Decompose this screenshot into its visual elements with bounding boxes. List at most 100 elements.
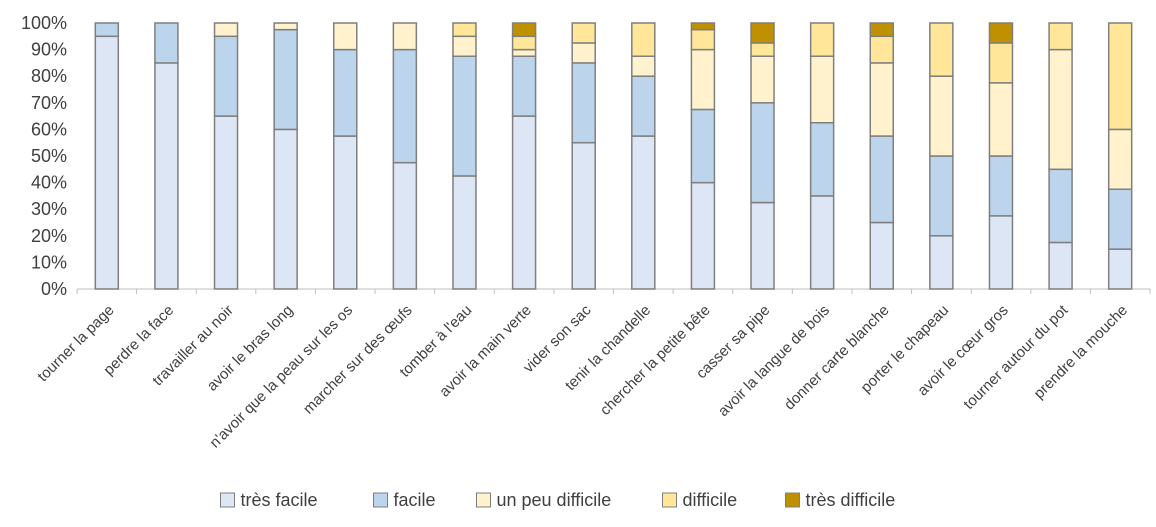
bar-segment xyxy=(869,62,894,137)
bar-segment xyxy=(631,75,656,137)
bar-segment xyxy=(929,75,954,157)
y-tick-label: 100% xyxy=(21,13,67,33)
bar-segment xyxy=(1048,241,1073,290)
y-tick-label: 90% xyxy=(31,40,67,60)
bar-segment xyxy=(690,181,716,290)
bar-segment xyxy=(154,22,179,64)
bar-segment xyxy=(690,108,716,184)
bar-segment xyxy=(1048,168,1073,244)
bar-segment xyxy=(571,22,596,44)
bar-segment xyxy=(273,28,298,131)
bar-segment xyxy=(988,22,1014,44)
legend-label: difficile xyxy=(683,490,738,510)
bar-segment xyxy=(750,102,775,204)
y-tick-label: 30% xyxy=(31,199,67,219)
bar-segment xyxy=(809,55,835,124)
legend-swatch xyxy=(476,492,491,508)
category-label: donner carte blanche xyxy=(781,302,893,414)
bar-segment xyxy=(452,175,477,290)
bar-segment xyxy=(1107,248,1133,290)
bar-segment xyxy=(1107,188,1133,250)
bar-segment xyxy=(333,48,358,137)
bar-segment xyxy=(94,22,120,38)
legend-label: très facile xyxy=(241,490,318,510)
bar-segment xyxy=(213,22,239,38)
bar-segment xyxy=(750,55,775,104)
legend-swatch xyxy=(220,492,235,508)
legend-label: très difficile xyxy=(806,490,896,510)
bar-segment xyxy=(869,135,894,224)
bar-segment xyxy=(631,135,656,290)
bar-segment xyxy=(94,35,120,290)
bar-segment xyxy=(809,195,835,290)
axis-layer: 0% 10% 20% 30% 40% 50% 60% 70% 80% 90% 100% xyxy=(21,13,1151,299)
bar-segment xyxy=(1107,128,1133,190)
bar-segment xyxy=(631,22,656,57)
bar-segment xyxy=(750,201,775,290)
y-tick-label: 60% xyxy=(31,119,67,139)
bar-layer xyxy=(94,22,1133,290)
y-tick-label: 20% xyxy=(31,226,67,246)
bar-segment xyxy=(333,135,358,290)
bar-segment xyxy=(511,55,537,117)
bar-segment xyxy=(988,215,1014,290)
legend-label: facile xyxy=(394,490,436,510)
bar-segment xyxy=(869,221,894,290)
category-label: chercher la petite bête xyxy=(597,302,714,419)
bar-segment xyxy=(213,35,239,117)
bar-segment xyxy=(690,22,716,31)
bar-segment xyxy=(154,62,179,290)
legend-swatch xyxy=(373,492,388,508)
bar-segment xyxy=(809,122,835,197)
category-label: marcher sur des œufs xyxy=(300,302,416,418)
bar-segment xyxy=(452,35,477,57)
bar-segment xyxy=(690,48,716,111)
bar-segment xyxy=(929,235,954,290)
legend-label: un peu difficile xyxy=(497,490,612,510)
bar-segment xyxy=(273,128,298,290)
legend: très facile facile un peu difficile diffici… xyxy=(220,490,896,510)
bar-segment xyxy=(571,141,596,290)
bar-segment xyxy=(511,115,537,290)
bar-segment xyxy=(750,42,775,58)
bar-segment xyxy=(392,22,418,51)
y-tick-label: 10% xyxy=(31,252,67,272)
bar-segment xyxy=(988,82,1014,157)
category-label: tourner autour du pot xyxy=(960,301,1072,413)
bar-segment xyxy=(1107,22,1133,131)
bar-segment xyxy=(213,115,239,290)
bar-segment xyxy=(511,35,537,51)
bar-segment xyxy=(690,28,716,51)
bar-segment xyxy=(929,155,954,237)
bar-segment xyxy=(571,62,596,144)
bar-segment xyxy=(869,35,894,64)
y-tick-label: 0% xyxy=(41,279,67,299)
bar-segment xyxy=(988,42,1014,84)
bar-segment xyxy=(1048,22,1073,51)
bar-segment xyxy=(988,155,1014,217)
bar-segment xyxy=(1048,48,1073,171)
bar-segment xyxy=(452,55,477,177)
bar-segment xyxy=(750,22,775,44)
bar-segment xyxy=(809,22,835,57)
bar-segment xyxy=(273,22,298,31)
bar-segment xyxy=(869,22,894,38)
y-tick-label: 70% xyxy=(31,93,67,113)
bar-segment xyxy=(392,48,418,164)
y-tick-label: 50% xyxy=(31,146,67,166)
bar-segment xyxy=(511,48,537,57)
legend-swatch xyxy=(662,492,677,508)
bar-segment xyxy=(929,22,954,77)
bar-segment xyxy=(392,161,418,290)
bar-segment xyxy=(631,55,656,77)
bar-segment xyxy=(333,22,358,51)
bar-segment xyxy=(511,22,537,38)
category-label: avoir la langue de bois xyxy=(715,302,833,420)
bar-segment xyxy=(571,42,596,64)
legend-swatch xyxy=(785,492,800,508)
y-tick-label: 40% xyxy=(31,173,67,193)
bar-segment xyxy=(452,22,477,38)
